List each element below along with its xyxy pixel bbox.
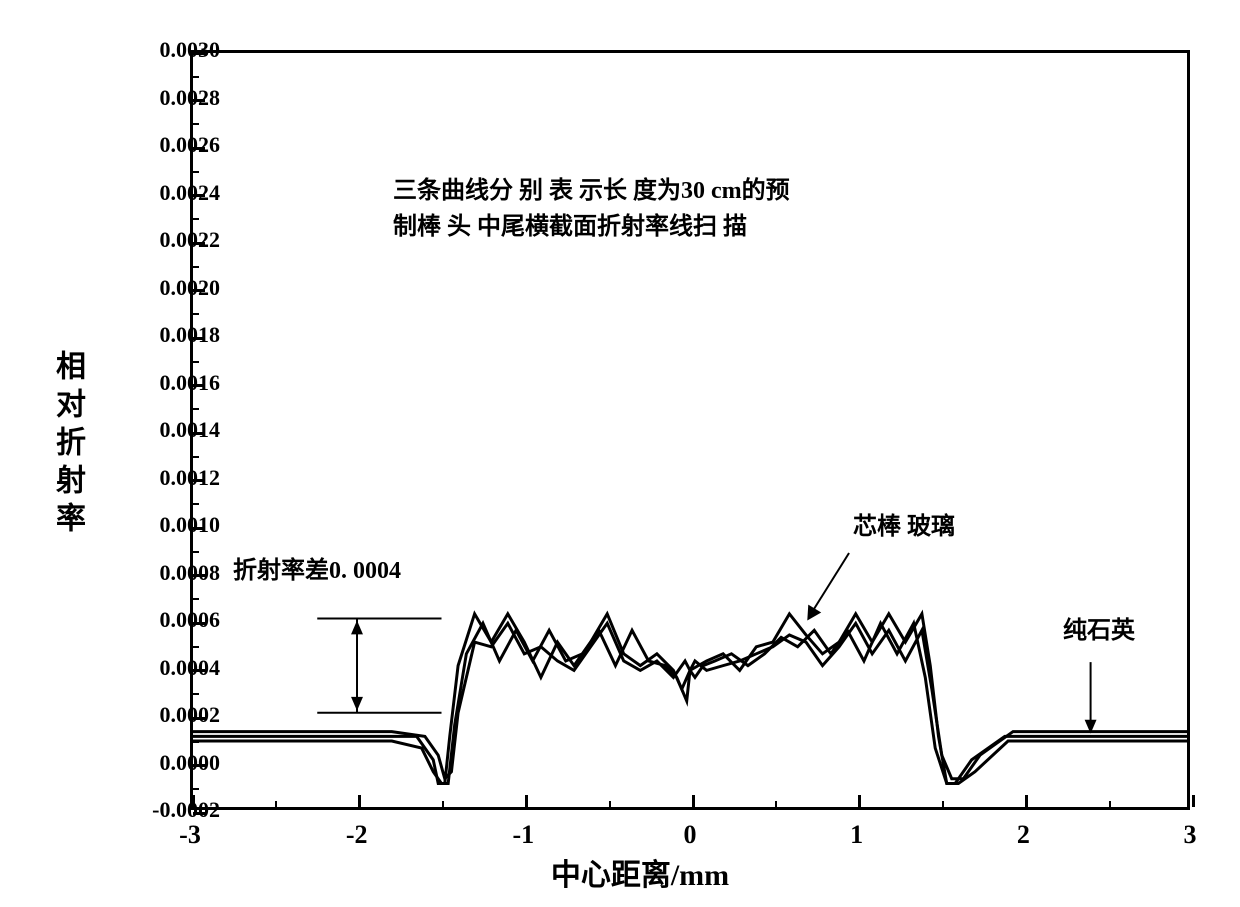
x-tick-label: 0 <box>684 820 697 850</box>
y-tick-label: 0.0008 <box>160 560 221 586</box>
series-head <box>193 614 1187 784</box>
y-axis-label: 相对折射率 <box>45 350 89 540</box>
x-tick-label: 3 <box>1184 820 1197 850</box>
y-tick-label: 0.0024 <box>160 180 221 206</box>
y-tick-label: 0.0004 <box>160 655 221 681</box>
y-tick-label: 0.0022 <box>160 227 221 253</box>
y-tick-label: 0.0030 <box>160 37 221 63</box>
y-tick-label: 0.0020 <box>160 275 221 301</box>
series-tail <box>193 623 1187 778</box>
y-tick-label: 0.0012 <box>160 465 221 491</box>
chart-svg <box>193 53 1187 807</box>
refractive-diff-label: 折射率差0. 0004 <box>233 553 401 589</box>
x-tick-label: 1 <box>850 820 863 850</box>
x-tick-label: -3 <box>179 820 201 850</box>
plot-area: 三条曲线分 别 表 示长 度为30 cm的预 制棒 头 中尾横截面折射率线扫 描… <box>190 50 1190 810</box>
y-tick-label: 0.0000 <box>160 750 221 776</box>
y-tick-label: 0.0002 <box>160 702 221 728</box>
y-tick-label: 0.0014 <box>160 417 221 443</box>
y-tick-label: 0.0010 <box>160 512 221 538</box>
x-tick-label: 2 <box>1017 820 1030 850</box>
chart-container: 相对折射率 中心距离/mm <box>50 20 1230 890</box>
pure-silica-arrow <box>1085 662 1097 733</box>
core-glass-label: 芯棒 玻璃 <box>853 509 955 545</box>
pure-silica-label: 纯石英 <box>1063 613 1135 649</box>
core-glass-arrow <box>807 553 849 620</box>
x-tick-label: -2 <box>346 820 368 850</box>
series-middle <box>193 623 1187 783</box>
description-text: 三条曲线分 别 表 示长 度为30 cm的预 制棒 头 中尾横截面折射率线扫 描 <box>393 173 1073 245</box>
refractive-diff-arrow <box>317 619 441 713</box>
desc-line1: 三条曲线分 别 表 示长 度为30 cm的预 <box>393 178 790 204</box>
desc-line2: 制棒 头 中尾横截面折射率线扫 描 <box>393 214 747 240</box>
x-axis-label: 中心距离/mm <box>551 850 729 894</box>
y-tick-label: 0.0016 <box>160 370 221 396</box>
y-tick-label: 0.0026 <box>160 132 221 158</box>
x-tick-label: -1 <box>512 820 534 850</box>
y-tick-label: 0.0006 <box>160 607 221 633</box>
y-tick-label: 0.0018 <box>160 322 221 348</box>
y-tick-label: 0.0028 <box>160 85 221 111</box>
